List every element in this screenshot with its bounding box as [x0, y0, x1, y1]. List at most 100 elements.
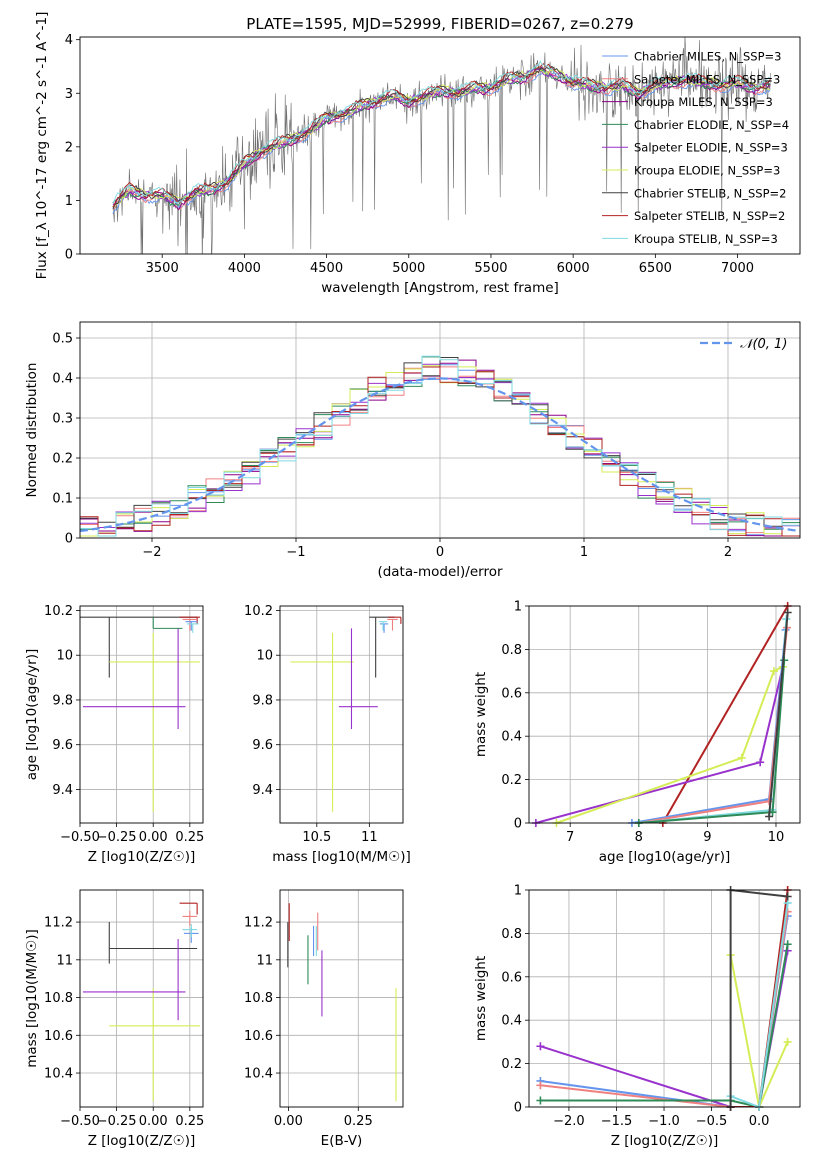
- legend-label-kroupa_miles: Kroupa MILES, N_SSP=3: [634, 95, 773, 109]
- weight-vs-age-ytick-label: 1: [514, 600, 522, 615]
- mass-vs-z-frame: [79, 889, 204, 1108]
- mass-vs-z-ytick-label: 11.2: [44, 916, 73, 931]
- weight-vs-z-frame: [528, 889, 801, 1108]
- residuals-xtick-label: 1: [580, 545, 588, 560]
- age-vs-z-ytick-label: 9.8: [52, 693, 73, 708]
- age-vs-z-axes: −0.50−0.25 0.00 0.25 9.4 9.6 9.8 10 10.2 Z [log1…: [24, 604, 204, 865]
- mass-vs-ebv-ytick-label: 11.2: [244, 916, 273, 931]
- mass-vs-ebv-ytick-label: 11: [256, 953, 273, 968]
- residuals-xtick-label: 0: [436, 545, 444, 560]
- weight-vs-age-marker-chabrier_stelib: [783, 608, 792, 617]
- age-vs-mass-ytick-label: 9.4: [252, 783, 273, 798]
- weight-vs-z-marker-salpeter_elodie: [536, 1042, 545, 1051]
- residuals-ytick-label: 0: [65, 532, 73, 547]
- spectrum-axes: 3500 4000 4500 5000 5500 6000 6500 7000 0 1 2 3 4 wav…: [34, 12, 754, 296]
- age-vs-mass-xtick-label: 11: [361, 830, 378, 845]
- legend-label-chabrier_elodie: Chabrier ELODIE, N_SSP=4: [634, 118, 789, 132]
- weight-vs-age-ytick-label: 0.2: [501, 773, 522, 788]
- age-vs-mass-frame: [279, 605, 404, 824]
- weight-vs-z-ytick-label: 0: [514, 1101, 522, 1116]
- weight-vs-age-ytick-label: 0.6: [501, 686, 522, 701]
- weight-vs-z-marker-chabrier_elodie: [536, 1096, 545, 1105]
- weight-vs-z-xtick-label: −1.0: [648, 1114, 680, 1129]
- age-vs-z-ytick-label: 10.2: [44, 604, 73, 619]
- weight-vs-z-axes: −2.0 −1.5 −1.0 −0.5 0.0 0 0.2 0.4 0.6 0.8 1 Z [log1…: [473, 884, 800, 1149]
- spectrum-model-chabrier_elodie: [112, 66, 771, 206]
- weight-vs-z-line-chabrier_stelib: [729, 890, 788, 1107]
- spectrum-xlabel: wavelength [Angstrom, rest frame]: [321, 280, 559, 296]
- weight-vs-age-marker-salpeter_miles: [765, 797, 774, 806]
- mass-vs-z-ytick-label: 10.4: [44, 1067, 73, 1082]
- spectrum-xtick-label: 5500: [474, 261, 507, 276]
- age-vs-mass-xtick-label: 10.5: [302, 830, 331, 845]
- mass-vs-ebv-axes: 0.00 0.25 10.4 10.6 10.8 11 11.2 E(B-V): [244, 890, 403, 1149]
- weight-vs-z-line-kroupa_stelib: [730, 902, 789, 1107]
- weight-vs-age-ylabel: mass weight: [473, 672, 489, 757]
- weight-vs-z-ylabel: mass weight: [473, 956, 489, 1041]
- weight-vs-z-xtick-label: −1.5: [601, 1114, 633, 1129]
- weight-vs-age-line-chabrier_elodie: [638, 660, 786, 823]
- spectrum-xtick-label: 5000: [392, 261, 425, 276]
- residual-hist-kroupa_stelib: [80, 355, 800, 537]
- legend-label-salpeter_stelib: Salpeter STELIB, N_SSP=2: [634, 209, 785, 223]
- mass-vs-ebv-xlabel: E(B-V): [321, 1133, 363, 1149]
- mass-vs-z-xtick-label: −0.50: [60, 1114, 100, 1129]
- mass-vs-z-ytick-label: 10.8: [44, 991, 73, 1006]
- spectrum-xtick-label: 6500: [639, 261, 672, 276]
- weight-vs-z-line-chabrier_elodie: [540, 944, 789, 1107]
- mass-vs-z-ylabel: mass [log10(M/M☉)]: [24, 929, 40, 1068]
- age-vs-z-frame: [79, 605, 204, 824]
- spectrum-legend: Chabrier MILES, N_SSP=3 Salpeter MILES, N…: [602, 50, 789, 246]
- legend-label-chabrier_miles: Chabrier MILES, N_SSP=3: [634, 50, 781, 64]
- age-vs-z-ytick-label: 9.4: [52, 783, 73, 798]
- age-vs-z-xlabel: Z [log10(Z/Z☉)]: [88, 849, 196, 865]
- residuals-axes: −2 −1 0 1 2 0 0.1 0.2 0.3 0.4 0.5 (data-model)/erro…: [24, 322, 800, 580]
- weight-vs-age-ytick-label: 0: [514, 817, 522, 832]
- legend-label-chabrier_stelib: Chabrier STELIB, N_SSP=2: [634, 186, 786, 200]
- weight-vs-z-xlabel: Z [log10(Z/Z☉)]: [611, 1133, 719, 1149]
- weight-vs-z-ytick-label: 0.4: [501, 1014, 522, 1029]
- residuals-xtick-label: 2: [724, 545, 732, 560]
- mass-vs-z-xtick-label: −0.25: [97, 1114, 137, 1129]
- spectrum-ylabel: Flux [f_λ 10^-17 erg cm^-2 s^-1 A^-1]: [34, 12, 50, 280]
- spectrum-xtick-label: 6000: [557, 261, 590, 276]
- spectrum-xtick-label: 7000: [721, 261, 754, 276]
- age-vs-z-ytick-label: 9.6: [52, 738, 73, 753]
- residuals-ytick-label: 0.3: [52, 412, 73, 427]
- mass-vs-z-xlabel: Z [log10(Z/Z☉)]: [88, 1133, 196, 1149]
- spectrum-model-kroupa_elodie: [112, 68, 771, 208]
- weight-vs-z-ytick-label: 0.6: [501, 970, 522, 985]
- weight-vs-z-ytick-label: 1: [514, 884, 522, 899]
- weight-vs-z-ytick-label: 0.2: [501, 1057, 522, 1072]
- weight-vs-z-xtick-label: 0.0: [749, 1114, 770, 1129]
- mass-vs-ebv-ytick-label: 10.4: [244, 1067, 273, 1082]
- weight-vs-age-line-chabrier_stelib: [768, 612, 789, 817]
- spectrum-model-kroupa_stelib: [112, 60, 771, 204]
- spectrum-xtick-label: 4500: [310, 261, 343, 276]
- weight-vs-age-ytick-label: 0.8: [501, 643, 522, 658]
- mass-vs-ebv-ytick-label: 10.8: [244, 991, 273, 1006]
- age-vs-mass-xlabel: mass [log10(M/M☉)]: [272, 849, 411, 865]
- weight-vs-z-marker-chabrier_stelib: [783, 892, 792, 901]
- weight-vs-z-line-salpeter_stelib: [730, 890, 789, 1107]
- mass-vs-z-xtick-label: 0.25: [175, 1114, 204, 1129]
- legend-label-kroupa_stelib: Kroupa STELIB, N_SSP=3: [634, 232, 778, 246]
- legend-label-kroupa_elodie: Kroupa ELODIE, N_SSP=3: [634, 164, 780, 178]
- age-vs-mass-ytick-label: 9.8: [252, 693, 273, 708]
- age-vs-z-xtick-label: −0.25: [97, 830, 137, 845]
- mass-vs-ebv-xtick-label: 0.25: [344, 1114, 373, 1129]
- weight-vs-age-line-kroupa_elodie: [556, 665, 784, 823]
- residuals-xtick-label: −1: [286, 545, 305, 560]
- weight-vs-age-line-salpeter_stelib: [661, 606, 789, 823]
- weight-vs-age-marker-kroupa_elodie: [769, 667, 778, 676]
- spectrum-ytick-label: 1: [65, 194, 73, 209]
- mass-vs-ebv-ytick-label: 10.6: [244, 1029, 273, 1044]
- residuals-xtick-label: −2: [142, 545, 161, 560]
- residuals-ytick-label: 0.4: [52, 372, 73, 387]
- age-vs-mass-axes: 10.5 11 9.4 9.6 9.8 10 10.2 mass [log10(M/M☉)]: [244, 604, 411, 865]
- spectrum-ytick-label: 3: [65, 87, 73, 102]
- weight-vs-z-marker-salpeter_miles: [536, 1081, 545, 1090]
- mass-vs-ebv-frame: [279, 889, 404, 1108]
- weight-vs-age-xtick-label: 8: [635, 830, 643, 845]
